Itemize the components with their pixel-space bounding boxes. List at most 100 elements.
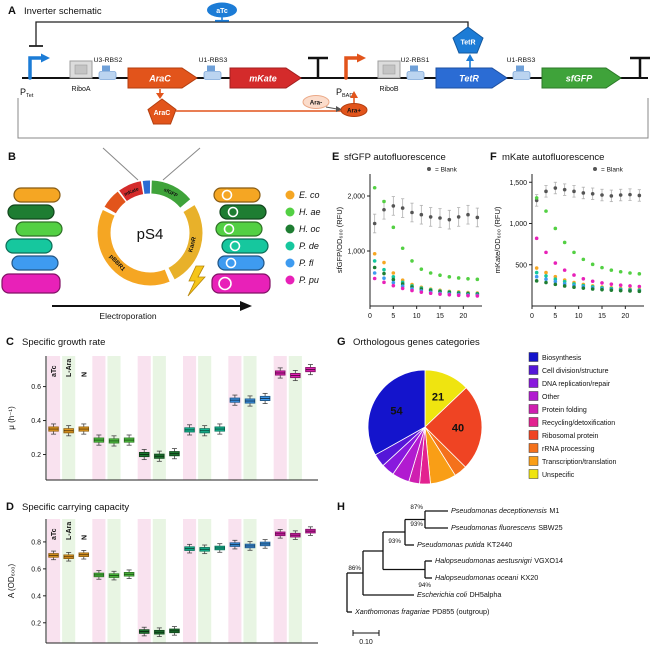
panel-d-letter: D	[6, 501, 14, 513]
legend-swatch	[528, 378, 539, 388]
condition-label: aTc	[51, 365, 58, 377]
box-group-H. oc	[138, 448, 180, 462]
u1-rbs3a-label: U1-RBS3	[199, 57, 228, 64]
legend-swatch	[528, 417, 539, 427]
condition-label: aTc	[51, 528, 58, 540]
construct-bracket	[17, 98, 649, 139]
legend-label: Unspecific	[542, 472, 575, 479]
pie-value-label: 40	[452, 422, 464, 434]
taxon-label: Escherichia coli DH5alpha	[417, 590, 501, 599]
x-tick-label: 20	[459, 313, 467, 320]
cell-left-H. ae	[15, 221, 63, 237]
legend-swatch	[528, 456, 539, 466]
panel-b-letter: B	[8, 151, 16, 163]
ara-plus-label: Ara+	[347, 108, 361, 115]
x-tick-label: 10	[575, 313, 583, 320]
tetr-protein-arrow-icon	[466, 54, 474, 68]
box-group-P. fl	[229, 392, 271, 407]
cell-right-H. ae	[215, 221, 263, 237]
orthologous-genes-pie: 21 40 54 Biosynthesis Cell division/structur…	[367, 352, 617, 485]
terminator-2-icon	[630, 56, 650, 78]
mkate-segment-label: mKate	[123, 186, 140, 198]
ara-minus-label: Ara-	[310, 100, 322, 107]
pbad-label: PBAD	[336, 87, 353, 99]
arac-protein-label: AraC	[154, 110, 171, 117]
growth-rate-boxplot: 0.2 0.4 0.6 aTc L-Ara N	[31, 356, 318, 481]
panel-f-letter: F	[490, 151, 497, 163]
u3-rbs2-label: U3-RBS2	[94, 57, 123, 64]
cell-left-P. fl	[11, 255, 59, 271]
panel-e-ylabel: sfGFP/OD₆₀₀ (RFU)	[335, 206, 344, 273]
pbad-promoter-icon	[344, 53, 366, 80]
series-P. fl	[372, 271, 480, 298]
box-group-P. de	[184, 423, 226, 437]
kanr-segment-label: KanR	[188, 236, 198, 253]
tetr-gene-label: TetR	[459, 74, 479, 84]
atc-label: aTc	[216, 8, 228, 15]
x-tick-label: 0	[530, 313, 534, 320]
box-group-P. de	[184, 543, 226, 555]
pie-slice-Biosynthesis	[367, 369, 426, 456]
arac-protein-pentagon	[147, 98, 177, 125]
ptet-promoter-icon	[28, 53, 50, 80]
panel-b: B mKate sfGFP KanR pBBR1 pS4 Electropora…	[1, 147, 321, 321]
panel-c-letter: C	[6, 336, 14, 348]
series-H. oc	[534, 279, 642, 294]
x-tick-label: 15	[598, 313, 606, 320]
panel-c: C Specific growth rate μ (h⁻¹) 0.2 0.4 0.6…	[6, 336, 318, 481]
series-H. ae	[534, 196, 642, 276]
series-E. co	[372, 251, 480, 295]
u2-rbs1-icon	[406, 65, 425, 80]
legend-dot	[285, 275, 295, 285]
arac-gene-label: AraC	[148, 74, 171, 84]
panel-e-title: sfGFP autofluorescence	[344, 152, 446, 163]
ribob-icon	[377, 60, 401, 79]
x-tick-label: 20	[621, 313, 629, 320]
mkate-segment	[119, 181, 144, 202]
ptet-label: PTet	[20, 87, 34, 99]
series-H. ae	[372, 185, 480, 282]
legend-dot	[285, 224, 295, 234]
cell-left-P. pu	[1, 273, 61, 294]
blank-legend-dot	[593, 167, 597, 171]
u2-rbs1-label: U2-RBS1	[401, 57, 430, 64]
panel-d: D Specific carrying capacity A (OD₆₀₀) 0…	[6, 501, 318, 644]
sfgfp-scatter-plot: 1,000 2,000 0 5 10 15 20	[347, 174, 482, 320]
sfgfp-gene-arrow	[541, 67, 622, 89]
condition-label: N	[81, 535, 88, 540]
panel-g-letter: G	[337, 336, 346, 348]
plasmid-ring	[97, 180, 203, 286]
ara-minus-oval	[302, 95, 330, 109]
panel-h: H 87% 93% 93% 86% 94% Pseudomonas decept…	[337, 501, 563, 646]
legend-species-label: E. co	[299, 190, 320, 200]
riboa-icon	[69, 60, 93, 79]
u3-rbs2-icon	[98, 65, 117, 80]
tetr-repression-line	[35, 21, 469, 46]
legend-label: Recycling/detoxification	[542, 420, 615, 427]
taxon-label: Xanthomonas fragariae PD855 (outgroup)	[354, 607, 489, 616]
x-tick-label: 10	[413, 313, 421, 320]
x-tick-label: 5	[391, 313, 395, 320]
sfgfp-segment	[151, 180, 191, 208]
u1-rbs3a-icon	[203, 65, 222, 80]
legend-label: Transcription/translation	[542, 459, 617, 466]
legend-dot	[285, 207, 295, 217]
legend-label: Cell division/structure	[542, 368, 609, 375]
box-group-P. pu	[274, 364, 316, 382]
legend-species-label: H. ae	[299, 207, 321, 217]
panel-a: A Inverter schematic PTet RiboA U3-RBS2 …	[8, 2, 650, 139]
tetr-protein-label: TetR	[460, 40, 475, 47]
x-tick-label: 15	[436, 313, 444, 320]
box-group-P. fl	[229, 539, 271, 551]
sfgfp-gene-label: sfGFP	[566, 74, 594, 84]
taxon-label: Pseudomonas deceptionensis M1	[451, 506, 559, 515]
panel-d-title: Specific carrying capacity	[22, 502, 129, 513]
tree-scale-bar	[352, 630, 380, 636]
y-tick-label: 0.6	[31, 566, 41, 573]
plasmid-in-cell-icon	[223, 223, 235, 235]
y-tick-label: 0.6	[31, 384, 41, 391]
series-P. fl	[534, 274, 642, 293]
legend-swatch	[528, 365, 539, 375]
legend-label: Ribosomal protein	[542, 433, 599, 440]
y-tick-label: 1,500	[509, 180, 527, 187]
